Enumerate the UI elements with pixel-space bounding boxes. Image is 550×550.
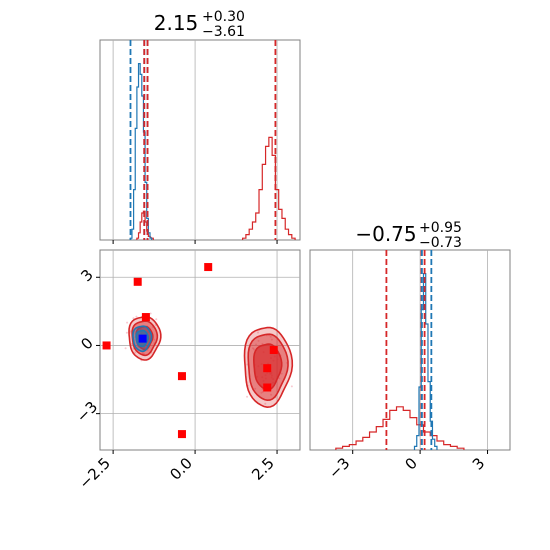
title-param-1-minus: −3.61 [202, 24, 245, 40]
scatter-sample-dot [134, 351, 137, 354]
x1-tick-label: 2.5 [248, 454, 278, 484]
scatter-sample-dot [155, 318, 158, 321]
scatter-sample-dot [141, 351, 144, 354]
marker-red-square [133, 277, 142, 286]
scatter-sample-dot [149, 312, 152, 315]
right-hist-blue [413, 273, 438, 450]
scatter-sample-dot [253, 348, 256, 351]
marker-red-square [269, 346, 278, 354]
x2-tick-label: 3 [469, 454, 488, 473]
marker-blue-square [138, 334, 147, 343]
top-hist-red-right [242, 136, 296, 240]
marker-red-square [263, 364, 272, 373]
title-param-1: 2.15 [154, 11, 199, 35]
scatter-sample-dot [153, 338, 156, 341]
scatter-sample-dot [278, 377, 281, 380]
right-hist-red [335, 406, 465, 450]
marker-red-square [263, 383, 272, 392]
scatter-contour-panel: −2.5 0.0 2.5 3 0 −3 [73, 249, 301, 493]
scatter-sample-dot [270, 338, 273, 341]
histogram-panel-x2: −3 0 3 [309, 249, 511, 482]
title-param-1-main: 2.15 [154, 11, 199, 35]
scatter-sample-dot [257, 339, 260, 342]
marker-red-square [177, 372, 186, 381]
scatter-sample-dot [269, 335, 272, 338]
marker-red-square [102, 341, 111, 350]
y-tick-label: 0 [77, 334, 96, 353]
marker-red-square [177, 430, 186, 439]
scatter-sample-dot [254, 387, 257, 390]
scatter-sample-dot [124, 347, 127, 350]
scatter-sample-dot [246, 395, 249, 398]
title-param-2-main: −0.75 [355, 222, 416, 246]
right-panel-frame [309, 249, 511, 451]
scatter-sample-dot [290, 385, 293, 388]
marker-red-square [141, 313, 150, 322]
scatter-sample-dot [129, 330, 132, 333]
title-param-1-plus: +0.30 [202, 9, 245, 25]
scatter-sample-dot [255, 343, 258, 346]
scatter-sample-dot [126, 321, 129, 324]
x2-tick-label: 0 [401, 454, 420, 473]
scatter-sample-dot [280, 372, 283, 375]
x1-tick-label: 0.0 [166, 454, 196, 484]
title-param-2-plus: +0.95 [419, 220, 462, 236]
y-tick-label: −3 [73, 398, 101, 426]
scatter-sample-dot [270, 393, 273, 396]
x1-tick-label: −2.5 [75, 454, 113, 492]
x2-tick-label: −3 [325, 454, 353, 482]
y-tick-label: 3 [77, 266, 96, 285]
title-param-2-minus: −0.73 [419, 235, 462, 251]
marker-red-square [204, 263, 213, 272]
histogram-panel-x1 [99, 39, 301, 244]
scatter-sample-dot [264, 402, 267, 405]
scatter-sample-dot [256, 331, 259, 334]
scatter-sample-dot [125, 331, 128, 334]
scatter-sample-dot [135, 315, 138, 318]
scatter-sample-dot [132, 317, 135, 320]
